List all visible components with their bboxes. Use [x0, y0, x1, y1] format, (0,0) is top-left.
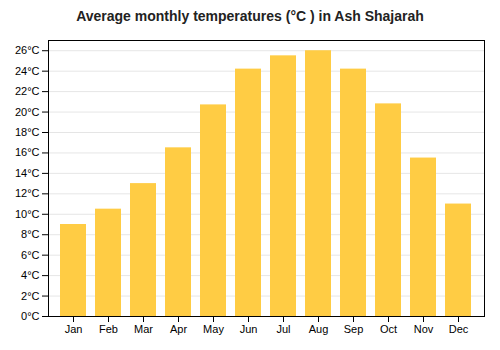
svg-text:16°C: 16°C: [15, 146, 40, 158]
svg-text:12°C: 12°C: [15, 187, 40, 199]
svg-text:Jan: Jan: [65, 323, 83, 335]
svg-text:10°C: 10°C: [15, 208, 40, 220]
svg-text:6°C: 6°C: [21, 249, 40, 261]
svg-text:Oct: Oct: [380, 323, 397, 335]
svg-text:Mar: Mar: [134, 323, 153, 335]
svg-text:Dec: Dec: [449, 323, 469, 335]
svg-text:24°C: 24°C: [15, 65, 40, 77]
html-text:Average monthly temperatures (: Average monthly temperatures (°C ) in As…: [76, 8, 424, 24]
svg-text:Aug: Aug: [309, 323, 329, 335]
svg-text:May: May: [203, 323, 224, 335]
svg-text:26°C: 26°C: [15, 44, 40, 56]
svg-text:Jul: Jul: [276, 323, 290, 335]
svg-text:Apr: Apr: [170, 323, 187, 335]
svg-text:0°C: 0°C: [21, 310, 40, 322]
svg-text:Nov: Nov: [414, 323, 434, 335]
svg-text:18°C: 18°C: [15, 126, 40, 138]
svg-text:Feb: Feb: [99, 323, 118, 335]
svg-text:2°C: 2°C: [21, 290, 40, 302]
svg-text:4°C: 4°C: [21, 269, 40, 281]
svg-text:20°C: 20°C: [15, 106, 40, 118]
svg-text:Sep: Sep: [344, 323, 364, 335]
svg-text:14°C: 14°C: [15, 167, 40, 179]
svg-text:8°C: 8°C: [21, 228, 40, 240]
svg-text:Jun: Jun: [240, 323, 258, 335]
svg-text:22°C: 22°C: [15, 85, 40, 97]
